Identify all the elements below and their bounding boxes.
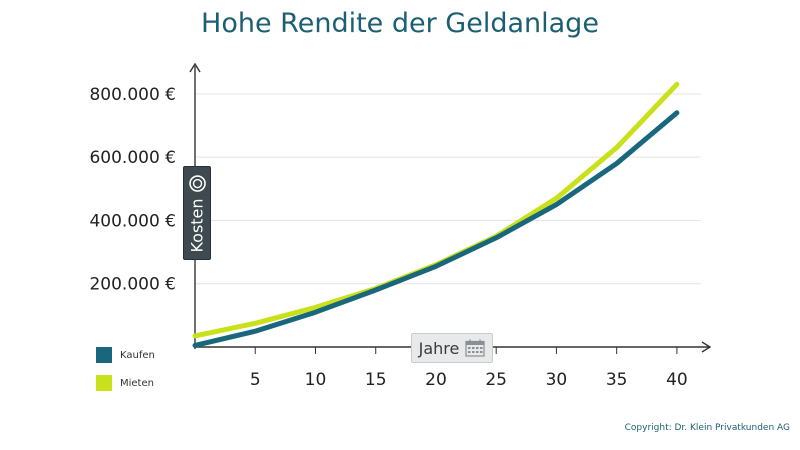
x-axis-badge: Jahre bbox=[411, 333, 493, 363]
x-tick-label: 10 bbox=[305, 370, 327, 390]
legend-swatch-mieten bbox=[96, 375, 112, 391]
coin-icon bbox=[188, 174, 206, 192]
chart-title: Hohe Rendite der Geldanlage bbox=[201, 8, 599, 39]
legend-item-kaufen: Kaufen bbox=[96, 344, 155, 366]
y-axis-label: Kosten bbox=[187, 197, 207, 253]
x-axis-arrow bbox=[701, 341, 712, 353]
x-tick-label: 40 bbox=[666, 370, 688, 390]
legend-label-kaufen: Kaufen bbox=[120, 349, 155, 361]
y-axis-arrow bbox=[189, 62, 201, 73]
x-tick-label: 5 bbox=[250, 370, 261, 390]
y-tick-label: 200.000 € bbox=[89, 275, 176, 295]
x-tick-label: 20 bbox=[425, 370, 447, 390]
legend-swatch-kaufen bbox=[96, 347, 112, 363]
x-tick-label: 35 bbox=[606, 370, 628, 390]
x-tick-label: 25 bbox=[485, 370, 507, 390]
calendar-icon bbox=[465, 339, 485, 357]
series-line-mieten bbox=[192, 81, 680, 339]
series-line-kaufen bbox=[192, 110, 680, 348]
y-tick-label: 400.000 € bbox=[89, 211, 176, 231]
y-tick-label: 800.000 € bbox=[89, 85, 176, 105]
x-tick-label: 30 bbox=[546, 370, 568, 390]
y-axis-badge: Kosten bbox=[183, 166, 211, 260]
legend: Kaufen Mieten bbox=[96, 344, 155, 400]
legend-item-mieten: Mieten bbox=[96, 372, 155, 394]
legend-label-mieten: Mieten bbox=[120, 377, 154, 389]
copyright-note: Copyright: Dr. Klein Privatkunden AG bbox=[624, 423, 790, 433]
x-tick-label: 15 bbox=[365, 370, 387, 390]
y-tick-label: 600.000 € bbox=[89, 148, 176, 168]
x-axis-label: Jahre bbox=[418, 338, 460, 358]
